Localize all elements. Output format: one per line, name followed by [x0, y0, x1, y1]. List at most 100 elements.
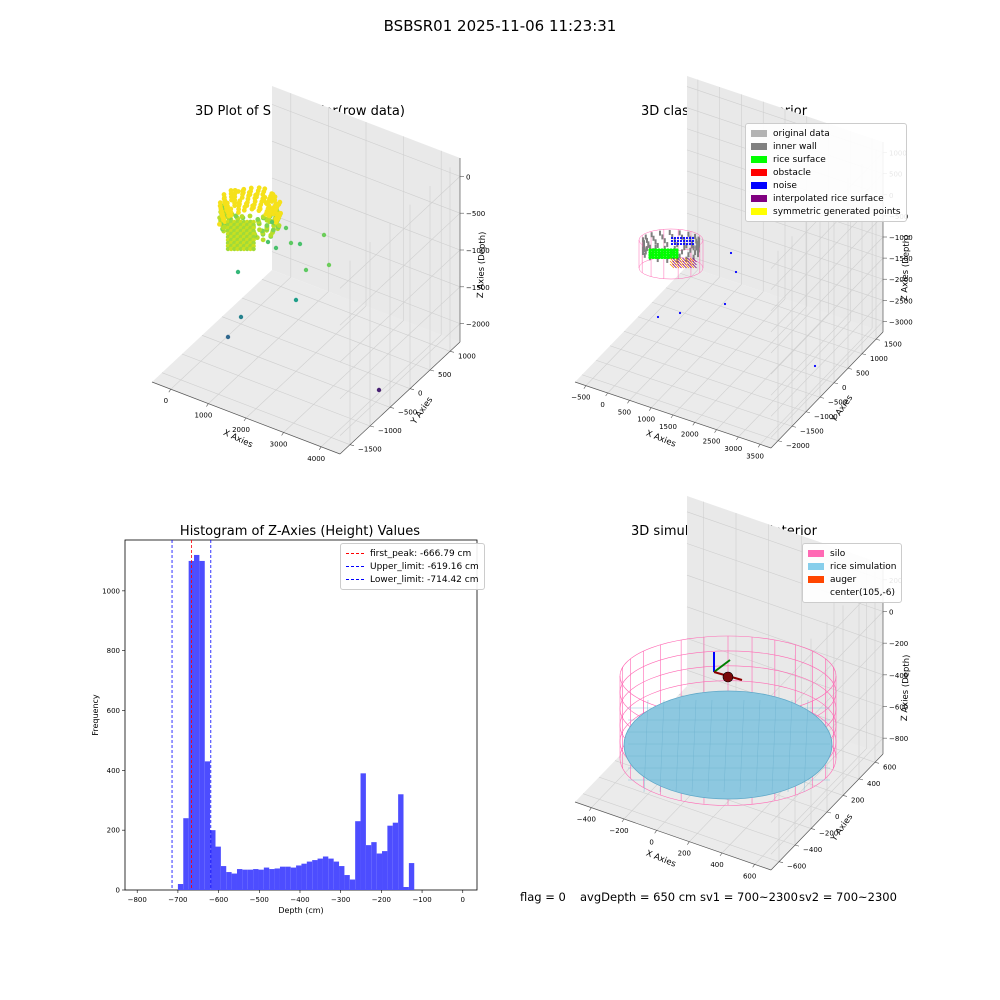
raw-point [221, 192, 227, 197]
sim-pane-floor [575, 686, 883, 870]
histogram-bar [398, 794, 404, 890]
raw-point [237, 198, 243, 204]
classify-xtick-label: 0 [600, 401, 604, 409]
histogram-xtick-label: −800 [128, 896, 147, 904]
classify-ytick-label: −1000 [814, 413, 838, 421]
raw-point [250, 203, 256, 209]
classify-interpolated-mark [674, 260, 680, 266]
classify-xtick-label: −500 [571, 394, 590, 402]
classify-grid-x [716, 313, 829, 430]
raw-point [242, 222, 248, 228]
raw-point [276, 215, 282, 221]
sim-ytick [778, 861, 784, 864]
raw-point [248, 222, 253, 228]
raw-point [264, 224, 270, 230]
classify-ztick-label: −2000 [889, 276, 913, 284]
raw-point [231, 225, 237, 231]
classify-wall-point [697, 236, 700, 242]
classify-wall-point [673, 245, 676, 251]
raw-point [271, 223, 277, 229]
raw-point [229, 197, 234, 203]
raw-point [260, 229, 265, 235]
raw-point [217, 203, 223, 209]
raw-outlier-point [303, 267, 309, 273]
classify-wall-point [643, 240, 646, 246]
raw-point [235, 225, 241, 231]
classify-wall-point [676, 242, 679, 248]
raw-point [245, 234, 250, 240]
classify-wall-point [643, 243, 646, 249]
raw-point [269, 199, 275, 204]
raw-point [264, 201, 270, 207]
raw-outlier-point [326, 262, 332, 268]
classify-noise-point [676, 239, 680, 243]
classify-grid-y [637, 316, 835, 384]
raw-point [240, 188, 246, 194]
classify-noise-point [688, 242, 692, 246]
raw-point [232, 200, 238, 205]
classify-interpolated-mark [684, 263, 690, 269]
sim-ytick [810, 828, 816, 830]
classify-wall-point [696, 247, 699, 253]
raw-point [241, 219, 247, 225]
classify-noise-outlier [656, 315, 660, 319]
raw-point [243, 201, 249, 207]
sim-xtick-label: 200 [678, 850, 691, 858]
classify-xtick-label: 2500 [703, 438, 721, 446]
raw-point [232, 228, 237, 234]
histogram-bar [220, 866, 227, 890]
raw-point [241, 207, 247, 213]
classify-rice-point [663, 253, 667, 257]
classify-noise-point [682, 236, 686, 240]
raw-point [236, 222, 242, 228]
histogram-xtick-label: 0 [461, 896, 465, 904]
raw-ytick [449, 351, 455, 353]
classify-wall-point [671, 249, 674, 255]
raw-point [229, 246, 234, 252]
raw-point [262, 194, 268, 200]
sim-silo-ring [619, 710, 837, 806]
raw-point [227, 229, 233, 234]
classify-noise-point [691, 236, 695, 240]
raw-point [261, 197, 267, 203]
raw-pane-floor [152, 270, 460, 454]
raw-point [270, 228, 276, 234]
raw-point [224, 207, 230, 213]
raw-point [238, 228, 243, 234]
raw-point [225, 246, 231, 252]
sim-grid-y [582, 793, 780, 862]
classify-noise-point [679, 239, 683, 243]
classify-wall-point [683, 245, 686, 251]
raw-point [251, 219, 256, 225]
raw-point [222, 219, 228, 225]
classify-rice-point [672, 255, 676, 260]
sim-silo-ring [619, 635, 837, 717]
raw-point [241, 246, 247, 252]
raw-xtick [318, 446, 322, 450]
histogram-bar [247, 869, 254, 890]
raw-point [229, 237, 234, 243]
raw-point [264, 217, 270, 223]
classify-noise-point [691, 239, 695, 243]
raw-grid-y [181, 353, 371, 427]
classify-wall-point [678, 230, 681, 236]
classify-ztick-label: −2500 [889, 297, 913, 305]
histogram-ytick-label: 200 [107, 827, 120, 835]
raw-point [224, 224, 230, 230]
raw-point [247, 192, 253, 197]
classify-wall-point [643, 247, 646, 253]
raw-point [236, 200, 242, 206]
classify-xtick-label: 1500 [659, 423, 677, 431]
histogram-bar [204, 761, 211, 890]
raw-point [251, 228, 256, 234]
classify-wall-point [648, 255, 651, 261]
histogram-bar [360, 773, 366, 890]
histogram-frame [124, 539, 478, 891]
raw-point [277, 211, 283, 217]
sim-grid-z-right [770, 706, 884, 823]
raw-point [244, 199, 250, 205]
histogram-title: Histogram of Z-Axies (Height) Values [179, 524, 421, 539]
classify-xtick [692, 422, 696, 426]
classify-wall-point [654, 244, 657, 250]
raw-point [233, 213, 239, 219]
